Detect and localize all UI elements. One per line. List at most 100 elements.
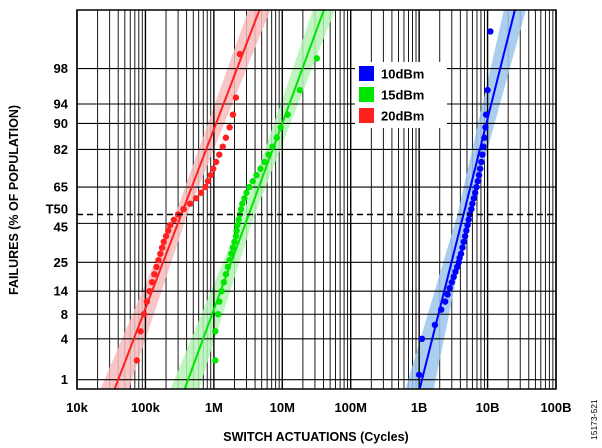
y-tick-label: 94	[54, 97, 69, 112]
10dbm-point	[476, 165, 484, 172]
20dbm-point	[204, 178, 212, 185]
10dbm-point	[450, 273, 457, 281]
15dbm-point	[237, 205, 245, 213]
10dbm-point	[446, 284, 453, 292]
15dbm-point	[265, 151, 272, 158]
20dbm-point	[140, 311, 148, 318]
15dbm-point	[243, 189, 250, 196]
10dbm-point	[448, 279, 455, 286]
10dbm-confidence-band	[405, 10, 526, 389]
10dbm-point	[464, 221, 471, 229]
20dbm-point	[164, 227, 172, 234]
20dbm-point	[186, 200, 194, 207]
20dbm-point	[222, 134, 230, 141]
20dbm-point	[170, 216, 178, 223]
10dbm-point	[470, 195, 478, 202]
15dbm-point	[284, 111, 291, 118]
y-tick-label: 4	[61, 331, 69, 346]
15dbm-point	[257, 165, 264, 172]
20dbm-legend-swatch	[359, 108, 374, 123]
20dbm-point	[180, 205, 187, 213]
20dbm-point	[153, 263, 160, 271]
20dbm-point	[236, 50, 244, 58]
legend: 10dBm 15dBm 20dBm	[355, 62, 447, 128]
y-tick-label: 1	[61, 372, 68, 387]
20dbm-point	[160, 238, 167, 246]
10dbm-point	[487, 28, 494, 35]
20dbm-point	[210, 165, 217, 172]
10dbm-legend-swatch	[359, 66, 374, 81]
15dbm-point	[273, 134, 280, 141]
20dbm-point	[148, 279, 156, 286]
15dbm-point	[296, 86, 303, 94]
15dbm-point	[233, 227, 240, 234]
x-tick-label: 1B	[411, 400, 428, 415]
15dbm-point	[246, 183, 253, 191]
20dbm-point	[226, 124, 233, 131]
10dbm-point	[452, 268, 459, 275]
15dbm-point	[269, 143, 276, 150]
15dbm-point	[229, 244, 237, 251]
10dbm-point	[474, 178, 482, 185]
10dbm-point	[461, 232, 469, 240]
15dbm-point	[212, 328, 219, 335]
fit-lines	[113, 10, 516, 389]
y-tick-label: 98	[54, 61, 68, 76]
15dbm-point	[313, 55, 321, 62]
20dbm-point	[212, 158, 220, 166]
15dbm-point	[220, 279, 228, 286]
20dbm-legend-label: 20dBm	[381, 109, 424, 124]
10dbm-point	[460, 238, 468, 246]
plot-frame	[76, 9, 557, 390]
10dbm-point	[463, 227, 470, 234]
15dbm-point	[216, 298, 223, 305]
y-axis-label: FAILURES (% OF POPULATION)	[7, 105, 21, 295]
20dbm-point	[146, 287, 153, 295]
10dbm-point	[437, 306, 445, 313]
10dbm-point	[472, 189, 479, 196]
x-tick-label: 100M	[334, 400, 367, 415]
minor-grid	[97, 10, 554, 389]
x-tick-label: 10M	[270, 400, 295, 415]
10dbm-point	[441, 298, 449, 305]
10dbm-point	[415, 371, 423, 378]
10dbm-point	[465, 216, 472, 223]
15dbm-point	[231, 238, 238, 246]
15dbm-legend-swatch	[359, 87, 374, 102]
15dbm-point	[224, 263, 232, 271]
10dbm-point	[480, 143, 487, 150]
20dbm-point	[197, 189, 205, 196]
10dbm-point	[468, 205, 475, 213]
10dbm-point	[431, 321, 439, 329]
15dbm-point	[222, 271, 230, 278]
15dbm-point	[228, 250, 235, 257]
15dbm-point	[226, 256, 233, 264]
20dbm-point	[151, 271, 158, 278]
x-tick-labels: 10k 100k 1M 10M 100M 1B 10B 100B	[66, 400, 571, 415]
10dbm-point	[469, 200, 476, 207]
15dbm-point	[235, 216, 242, 223]
10dbm-point	[418, 335, 426, 343]
20dbm-point	[192, 195, 200, 202]
20dbm-point	[133, 357, 141, 364]
10dbm-point	[444, 291, 451, 298]
15dbm-point	[214, 311, 222, 318]
15dbm-point	[218, 287, 225, 295]
y-tick-label: 25	[54, 255, 68, 270]
10dbm-point	[478, 158, 485, 166]
15dbm-point	[212, 357, 219, 364]
15dbm-confidence-band	[170, 10, 335, 389]
20dbm-point	[158, 244, 166, 251]
20dbm-point	[229, 111, 237, 118]
10dbm-point	[481, 134, 488, 141]
x-tick-label: 100k	[131, 400, 161, 415]
x-tick-label: 100B	[540, 400, 571, 415]
10dbm-point	[484, 86, 491, 94]
y-tick-label: 8	[61, 307, 68, 322]
y-tick-label: 65	[54, 180, 68, 195]
20dbm-point	[216, 151, 223, 158]
10dbm-legend-label: 10dBm	[381, 67, 424, 82]
20dbm-point	[207, 171, 214, 179]
